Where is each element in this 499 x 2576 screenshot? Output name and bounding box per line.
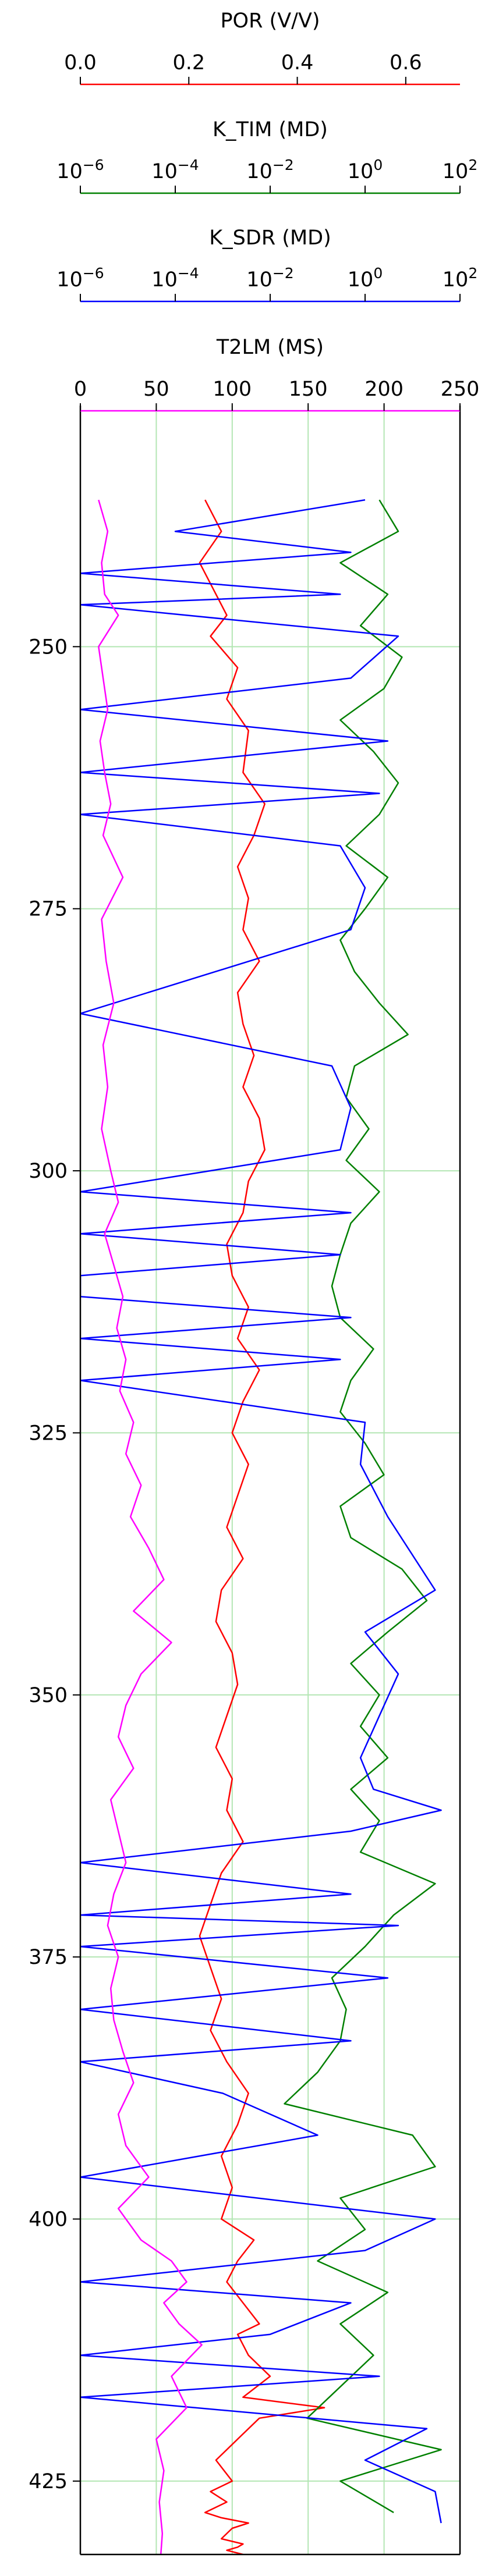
tick-label: 10−4 [151,265,199,292]
depth-tick-label: 300 [29,1160,68,1183]
track-axis-3: T2LM (MS) 0 50 100 150 200 250 [74,336,480,412]
tick-label: 102 [443,157,477,183]
depth-tick-label: 325 [29,1422,68,1445]
track-axis-0: POR (V/V) 0.0 0.2 0.4 0.6 [64,9,460,86]
tick-label: 0 [74,378,87,401]
tick-label: 250 [441,378,480,401]
plot-area [79,406,461,2556]
tick-label: 10−4 [151,157,199,183]
tick-label: 0.6 [390,51,422,74]
tick-label: 10−6 [56,157,104,183]
tick-label: 0.4 [281,51,314,74]
depth-tick-label: 350 [29,1684,68,1707]
tick-label: 102 [443,265,477,292]
depth-axis: 250 275 300 325 350 375 400 425 [29,635,80,2493]
tick-label: 10−2 [246,265,293,292]
series-line-por [199,499,325,2554]
depth-tick-label: 375 [29,1946,68,1969]
tick-label: 150 [289,378,328,401]
tick-label: 100 [348,157,383,183]
tick-label: 100 [213,378,252,401]
tick-label: 0.0 [64,51,97,74]
track-title: T2LM (MS) [216,336,324,359]
depth-tick-label: 425 [29,2470,68,2493]
depth-tick-label: 250 [29,635,68,659]
track-title: POR (V/V) [220,9,320,33]
series-line-t2lm [98,499,203,2554]
track-axis-1: K_TIM (MD) 10−6 10−4 10−2 100 102 [56,118,477,194]
tick-label: 10−6 [56,265,104,292]
series-line-k_tim [284,499,442,2513]
depth-tick-label: 275 [29,898,68,921]
depth-tick-label: 400 [29,2208,68,2232]
top-axes: POR (V/V) 0.0 0.2 0.4 0.6 K_TIM (MD) 10−6 10−4 1… [56,9,480,412]
track-axis-2: K_SDR (MD) 10−6 10−4 10−2 100 102 [56,226,477,303]
series-line-k_sdr [80,499,442,2524]
tick-label: 10−2 [246,157,293,183]
tick-label: 0.2 [172,51,205,74]
tick-label: 200 [364,378,404,401]
track-title: K_SDR (MD) [209,226,331,250]
tick-label: 100 [348,265,383,292]
tick-label: 50 [143,378,169,401]
track-title: K_TIM (MD) [213,118,328,141]
